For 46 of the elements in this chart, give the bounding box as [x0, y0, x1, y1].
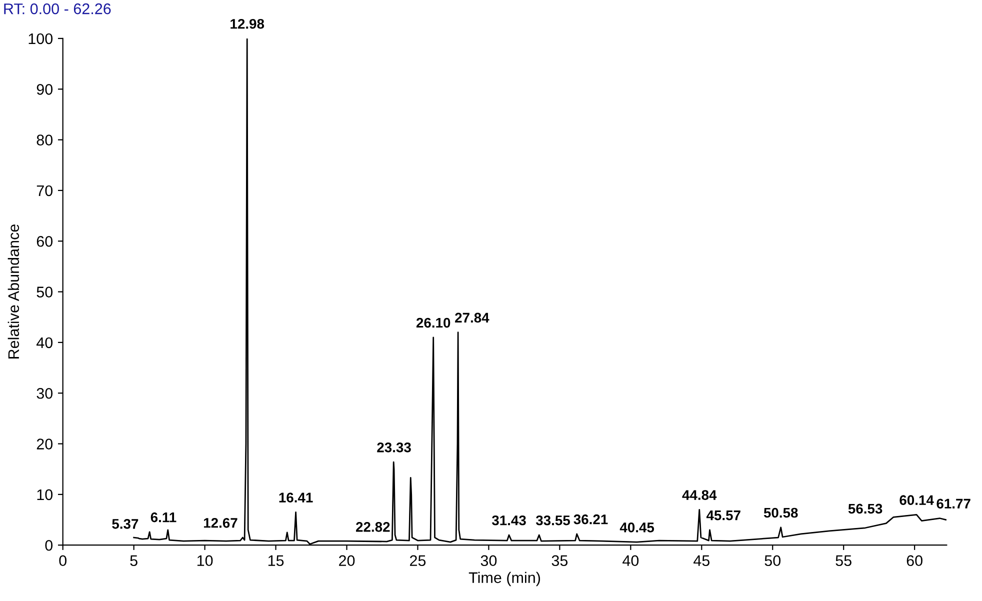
y-tick-label: 70	[36, 185, 53, 196]
y-tick-label: 10	[37, 489, 53, 500]
annotation: 12.67	[204, 518, 238, 528]
annotation: 45.57	[706, 510, 740, 520]
x-tick-label: 35	[552, 555, 568, 566]
x-tick-label: 0	[59, 555, 66, 566]
x-tick-label: 50	[764, 555, 781, 566]
x-tick-label: 60	[906, 555, 922, 566]
annotation: 23.33	[377, 442, 411, 452]
x-tick-label: 5	[130, 555, 138, 566]
y-tick-label: 30	[36, 388, 53, 399]
y-tick-label: 90	[36, 84, 53, 95]
y-tick-label: 40	[36, 337, 53, 348]
annotation: 56.53	[848, 504, 882, 514]
annotation: 40.45	[620, 522, 654, 532]
x-tick-label: 10	[197, 555, 213, 566]
x-tick-label: 20	[339, 555, 355, 566]
annotation: 61.77	[936, 498, 970, 509]
annotation: 36.21	[574, 514, 608, 524]
x-tick-label: 25	[410, 555, 426, 566]
x-tick-label: 15	[268, 555, 284, 566]
annotation: 31.43	[492, 515, 526, 526]
annotation: 22.82	[356, 522, 390, 532]
y-tick-label: 80	[36, 134, 53, 146]
annotation: 60.14	[900, 495, 934, 506]
chart-title: RT: 0.00 - 62.26	[4, 3, 111, 14]
annotation: 27.84	[455, 312, 490, 323]
annotation: 12.98	[230, 18, 264, 29]
annotation: 26.10	[416, 318, 450, 328]
annotation: 50.58	[764, 508, 798, 518]
y-tick-label: 20	[36, 438, 53, 450]
annotation: 33.55	[536, 515, 570, 526]
y-tick-label: 0	[45, 540, 53, 551]
x-tick-label: 45	[693, 555, 710, 566]
annotation: 5.37	[112, 518, 138, 529]
y-tick-label: 100	[28, 33, 53, 44]
y-tick-label: 50	[36, 286, 53, 298]
x-tick-label: 30	[480, 555, 497, 566]
annotation: 16.41	[279, 492, 313, 502]
y-axis-title: Relative Abundance	[8, 224, 20, 358]
annotation: 44.84	[682, 490, 717, 500]
x-tick-label: 40	[622, 555, 639, 566]
y-tick-label: 60	[36, 236, 53, 247]
x-tick-label: 55	[836, 555, 852, 566]
x-axis-title: Time (min)	[468, 572, 540, 586]
annotation: 6.11	[150, 512, 176, 522]
